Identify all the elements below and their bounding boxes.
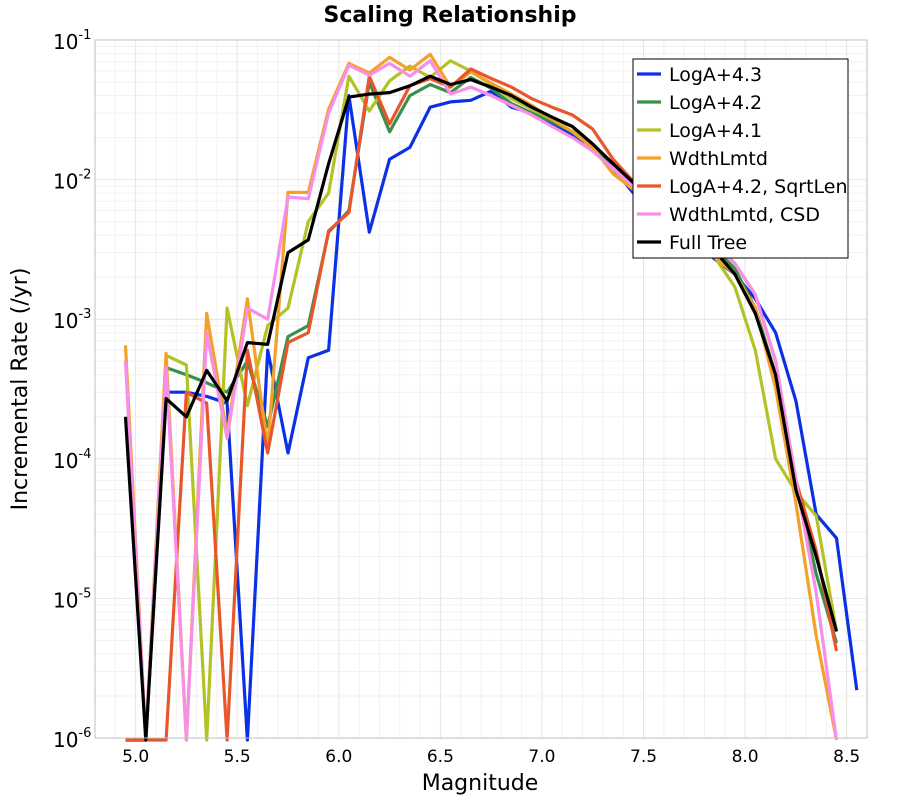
x-tick-label: 5.5 — [224, 747, 251, 767]
legend-entry-label: LogA+4.1 — [669, 120, 762, 142]
x-tick-label: 7.5 — [630, 747, 657, 767]
y-tick-label: 10-5 — [53, 586, 91, 612]
x-tick-label: 8.5 — [833, 747, 860, 767]
plot-frame — [94, 39, 868, 739]
legend-entry-label: Full Tree — [669, 232, 747, 254]
y-tick-label: 10-2 — [53, 168, 91, 194]
x-tick-label: 8.0 — [732, 747, 759, 767]
y-axis-label: Incremental Rate (/yr) — [8, 268, 33, 511]
legend-box — [632, 58, 849, 259]
x-tick-labels: 5.0 5.5 6.0 6.5 7.0 7.5 8.0 8.5 — [122, 747, 860, 767]
y-tick-label: 10-4 — [53, 447, 91, 473]
chart-title: Scaling Relationship — [323, 3, 576, 28]
x-tick-label: 5.0 — [122, 747, 149, 767]
y-tick-label: 10-3 — [53, 307, 91, 333]
x-tick-label: 6.5 — [427, 747, 454, 767]
x-tick-label: 6.0 — [325, 747, 352, 767]
legend-entry-label: WdthLmtd — [669, 148, 768, 170]
legend: LogA+4.3 LogA+4.2 LogA+4.1 WdthLmtd LogA+4.2… — [632, 58, 849, 259]
legend-entry-label: LogA+4.3 — [669, 64, 762, 86]
legend-entry-label: LogA+4.2, SqrtLen — [669, 176, 848, 198]
y-tick-labels: 10-6 10-5 10-4 10-3 10-2 10-1 — [53, 28, 91, 752]
legend-entry-label: WdthLmtd, CSD — [669, 204, 820, 226]
y-tick-label: 10-6 — [53, 726, 91, 752]
y-tick-label: 10-1 — [53, 28, 91, 54]
legend-entry-label: LogA+4.2 — [669, 92, 762, 114]
x-tick-label: 7.0 — [528, 747, 555, 767]
x-axis-label: Magnitude — [422, 771, 539, 796]
